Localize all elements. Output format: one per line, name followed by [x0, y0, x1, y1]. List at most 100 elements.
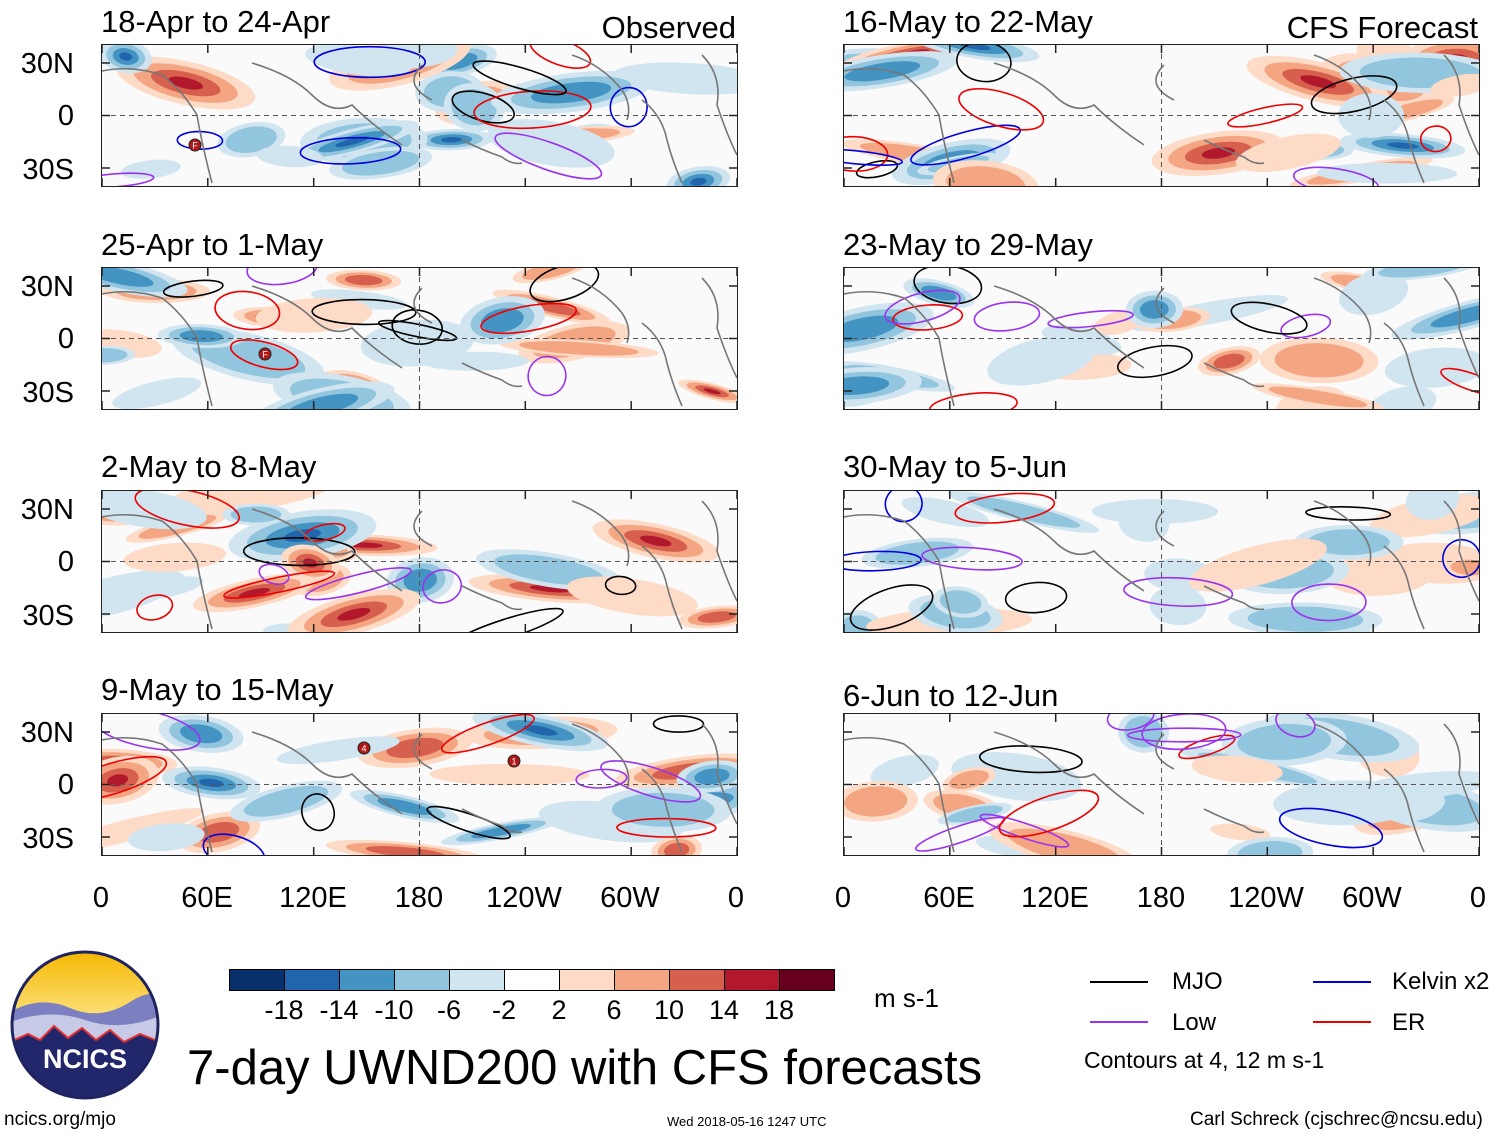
coastline [461, 808, 523, 834]
wave-contour [913, 268, 983, 305]
wave-contour [527, 355, 567, 397]
anomaly-blob [1274, 343, 1364, 378]
wave-contour [978, 745, 1083, 774]
storm-marker-label: F [262, 350, 268, 360]
map-panel-6 [843, 267, 1480, 410]
map-panel-7 [843, 490, 1480, 633]
wave-contour [102, 755, 168, 802]
coastline [1383, 768, 1425, 853]
er-legend-label: ER [1392, 1009, 1426, 1036]
colorbar-swatch [669, 969, 725, 991]
anomaly-blob [531, 81, 612, 104]
anomaly-blob [112, 377, 202, 409]
map-panel-1: F [101, 44, 738, 187]
colorbar-swatch [229, 969, 285, 991]
anomaly-blob [1430, 302, 1479, 328]
coastline [1155, 287, 1175, 324]
main-title: 7-day UWND200 with CFS forecasts [187, 1041, 983, 1095]
anomaly-blob [304, 45, 412, 77]
storm-marker-label: F [192, 141, 198, 151]
colorbar-label: -2 [491, 995, 517, 1025]
anomaly-blob [612, 62, 737, 95]
anomaly-blob [123, 542, 227, 572]
wave-contour [1004, 581, 1068, 614]
wave-contour [1292, 166, 1380, 186]
wave-contour [1278, 807, 1384, 849]
anomaly-blob [951, 752, 1082, 802]
coastline [993, 62, 1145, 146]
anomaly-blob [1188, 538, 1327, 592]
wave-contour [258, 563, 290, 586]
wave-contour [300, 793, 336, 832]
lon-label-left-120w: 120W [486, 882, 562, 914]
wave-contour [242, 536, 356, 567]
anomaly-blob [1430, 73, 1479, 97]
wave-contour [1310, 75, 1398, 115]
storm-marker-icon: F [188, 138, 202, 152]
coastline [1383, 545, 1425, 630]
colorbar-swatch [394, 969, 450, 991]
map-panel-5 [843, 44, 1480, 187]
coastline [844, 290, 955, 407]
wave-contour [600, 760, 702, 803]
coastline [413, 510, 433, 547]
wave-contour [426, 805, 511, 840]
anomaly-blob [966, 496, 1081, 528]
storm-marker-label: 1 [511, 757, 516, 767]
coastline [1313, 54, 1372, 121]
wave-contour [1275, 714, 1316, 738]
wave-contour [304, 566, 412, 601]
coastline [701, 500, 737, 602]
wave-contour [246, 268, 319, 286]
anomaly-blob [377, 798, 432, 815]
anomaly-blob [844, 615, 877, 632]
anomaly-blob [344, 274, 383, 286]
wave-contour [921, 546, 1023, 571]
coastline [641, 99, 683, 184]
anomaly-blob [663, 842, 690, 855]
anomaly-blob [844, 61, 921, 82]
anomaly-blob [523, 725, 558, 736]
wave-contour [604, 575, 637, 596]
coastline [641, 768, 683, 853]
colorbar-label: -10 [374, 995, 414, 1025]
anomaly-blob [519, 341, 639, 356]
wave-contour [449, 607, 564, 632]
lon-label-left-0b: 0 [727, 882, 745, 914]
lat-label-0: 0 [57, 769, 74, 801]
anomaly-blob [225, 126, 277, 153]
anomaly-blob [286, 393, 359, 409]
observed-label: Observed [601, 10, 736, 45]
lon-label-left-60e: 60E [181, 882, 233, 914]
footer-url: ncics.org/mjo [4, 1109, 116, 1130]
colorbar-swatch [559, 969, 615, 991]
coastline [571, 54, 630, 121]
storm-marker-icon: 4 [357, 741, 371, 755]
anomaly-blob [1450, 559, 1479, 576]
anomaly-blob [1041, 325, 1122, 355]
coastline [1203, 585, 1265, 611]
lon-label-left-0: 0 [92, 882, 110, 914]
logo-text: NCICS [43, 1044, 127, 1074]
coastline [102, 290, 213, 407]
panel-title-8: 6-Jun to 12-Jun [843, 678, 1059, 713]
coastline [1313, 500, 1372, 567]
storm-marker-icon: 1 [507, 754, 521, 768]
contour-note: Contours at 4, 12 m s-1 [1084, 1047, 1325, 1073]
wave-contour [849, 584, 934, 631]
coastline [102, 513, 213, 630]
wave-contour [1227, 103, 1304, 128]
footer-timestamp: Wed 2018-05-16 1247 UTC [667, 1114, 827, 1129]
anomaly-blob [170, 491, 337, 513]
lon-label-right-0: 0 [834, 882, 852, 914]
lat-label-30s: 30S [22, 154, 74, 186]
mjo-legend-line [1090, 981, 1148, 983]
anomaly-blob [243, 785, 329, 817]
wave-contour [303, 522, 346, 542]
anomaly-blob [342, 150, 420, 176]
low-legend-line [1090, 1021, 1148, 1023]
coastline [251, 62, 403, 146]
coastline [1203, 808, 1265, 834]
wave-contour [958, 87, 1045, 131]
lat-label-30s: 30S [22, 823, 74, 855]
